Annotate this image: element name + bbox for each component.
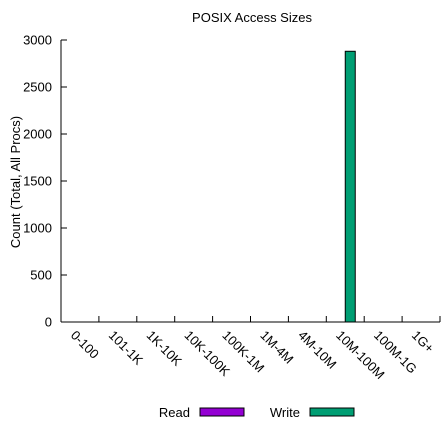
legend-swatch-read [199,407,245,417]
legend: Read Write [159,405,355,420]
y-axis-label: Count (Total, All Procs) [8,116,23,248]
legend-label-read: Read [159,405,190,420]
x-tick-label: 1G+ [409,328,437,356]
x-tick-label: 4M-10M [295,328,339,372]
x-axis: 0-100 101-1K1K-10K10K-100K100K-1M1M-4M4M-… [68,316,441,382]
y-tick-label: 2500 [23,80,52,95]
y-tick-label: 2000 [23,127,52,142]
y-axis: 0 500 1000 1500 2000 2500 3000 [23,33,67,330]
legend-swatch-write [309,407,355,417]
y-tick-label: 1000 [23,221,52,236]
x-tick-label: 101-1K [106,328,146,368]
plot-frame [60,40,440,323]
x-tick-label: 0-100 [68,328,102,362]
y-tick-label: 3000 [23,33,52,48]
chart-title: POSIX Access Sizes [192,10,312,25]
legend-label-write: Write [270,405,300,420]
y-tick-label: 1500 [23,174,52,189]
bars [344,50,356,323]
x-tick-label: 1K-10K [144,328,186,370]
y-tick-label: 0 [45,315,52,330]
bar-write [344,50,356,323]
y-tick-label: 500 [30,268,52,283]
